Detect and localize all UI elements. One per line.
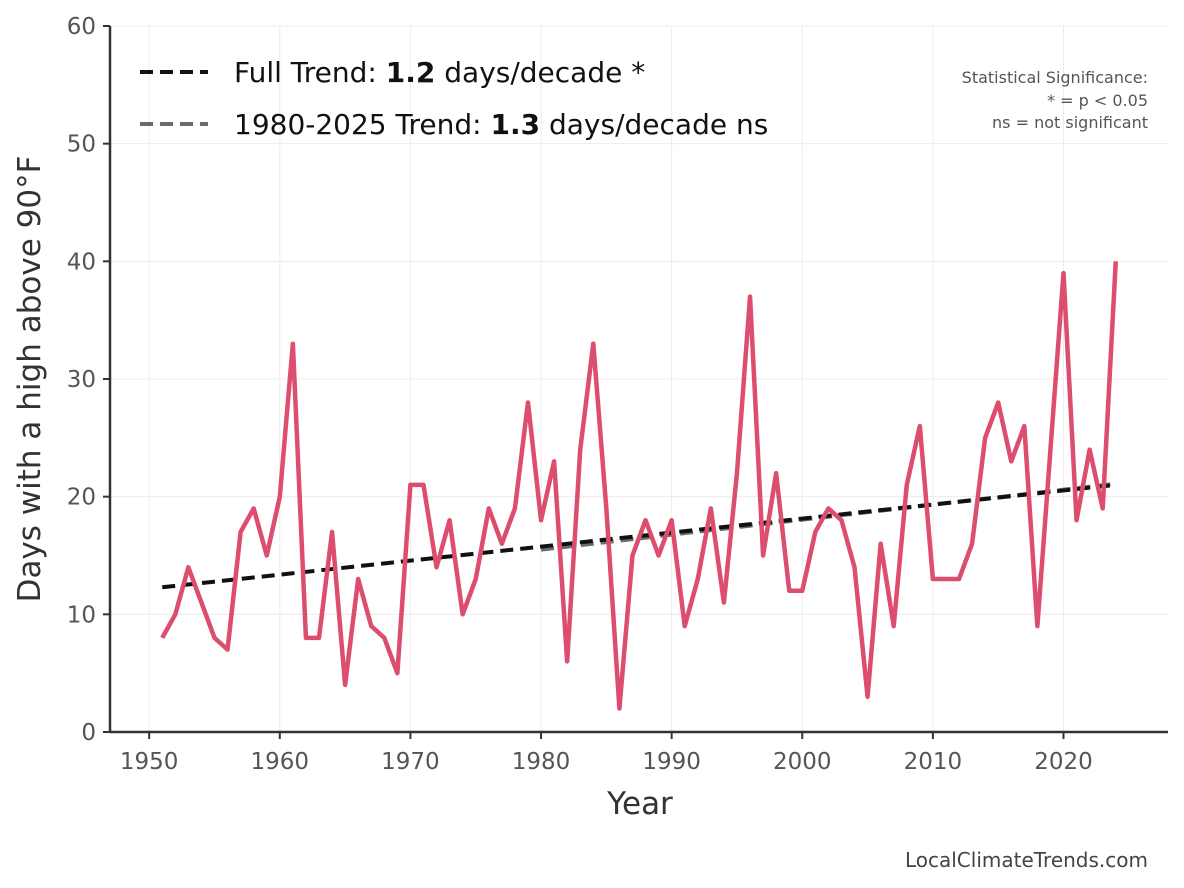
y-tick-label: 40 xyxy=(67,249,96,275)
y-tick-label: 20 xyxy=(67,485,96,511)
legend-prefix: 1980-2025 Trend: xyxy=(234,108,490,141)
significance-note-star: * = p < 0.05 xyxy=(1047,91,1148,110)
y-axis-label: Days with a high above 90°F xyxy=(12,156,48,603)
data-series xyxy=(160,261,1118,711)
x-tick-label: 2000 xyxy=(773,749,832,775)
x-tick-label: 1980 xyxy=(512,749,571,775)
legend-entry-full-trend: Full Trend: 1.2 days/decade * xyxy=(234,56,645,89)
significance-note-ns: ns = not significant xyxy=(992,113,1148,132)
y-tick-label: 50 xyxy=(67,132,96,158)
grid-lines xyxy=(110,25,1168,733)
x-tick-label: 1960 xyxy=(251,749,310,775)
legend-suffix: days/decade * xyxy=(435,56,645,89)
x-tick-label: 2020 xyxy=(1034,749,1093,775)
legend-entry-1980-2025-trend: 1980-2025 Trend: 1.3 days/decade ns xyxy=(234,108,768,141)
trend-lines xyxy=(162,481,1116,590)
tick-labels: 1950 1960 1970 1980 1990 2000 2010 2020 0 10 20 30 4… xyxy=(67,14,1093,775)
axes xyxy=(103,25,1168,739)
y-tick-label: 0 xyxy=(81,720,96,746)
y-tick-label: 60 xyxy=(67,14,96,40)
legend-value: 1.3 xyxy=(490,108,540,141)
y-tick-label: 30 xyxy=(67,367,96,393)
significance-note-title: Statistical Significance: xyxy=(962,68,1148,87)
legend-suffix: days/decade ns xyxy=(540,108,768,141)
y-tick-label: 10 xyxy=(67,602,96,628)
x-tick-label: 1970 xyxy=(381,749,440,775)
x-tick-label: 1990 xyxy=(642,749,701,775)
credit-text: LocalClimateTrends.com xyxy=(905,848,1148,872)
legend: Full Trend: 1.2 days/decade * 1980-2025 … xyxy=(140,56,768,141)
x-tick-label: 1950 xyxy=(120,749,179,775)
series-line xyxy=(160,261,1118,711)
significance-note: Statistical Significance: * = p < 0.05 n… xyxy=(962,68,1148,132)
legend-value: 1.2 xyxy=(386,56,436,89)
x-tick-label: 2010 xyxy=(904,749,963,775)
legend-prefix: Full Trend: xyxy=(234,56,386,89)
x-axis-label: Year xyxy=(606,786,673,822)
